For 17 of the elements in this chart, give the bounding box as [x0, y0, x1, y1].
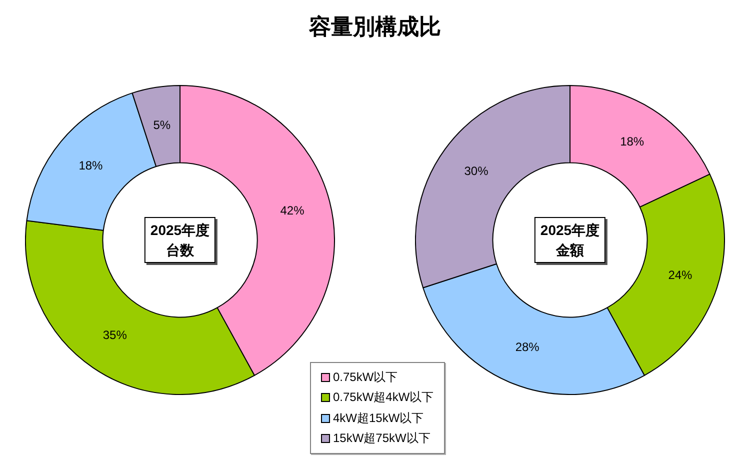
data-label: 24%: [668, 268, 693, 282]
legend-label: 0.75kW以下: [333, 368, 398, 386]
legend-label: 15kW超75kW以下: [333, 430, 430, 448]
legend-label: 4kW超15kW以下: [333, 410, 424, 427]
text: 台数: [165, 241, 195, 260]
text: 金額: [554, 241, 585, 260]
data-label: 28%: [515, 340, 540, 354]
text: 2025年度: [150, 221, 210, 240]
text: 2025年度: [540, 221, 600, 240]
data-label: 18%: [620, 134, 644, 148]
legend-label: 0.75kW超4kW以下: [333, 389, 434, 406]
data-label: 18%: [78, 158, 104, 172]
data-label: 35%: [102, 328, 128, 342]
data-label: 30%: [464, 164, 489, 178]
chart-title: 容量別構成比: [308, 13, 442, 41]
data-label: 5%: [153, 118, 171, 132]
data-label: 42%: [280, 203, 305, 218]
